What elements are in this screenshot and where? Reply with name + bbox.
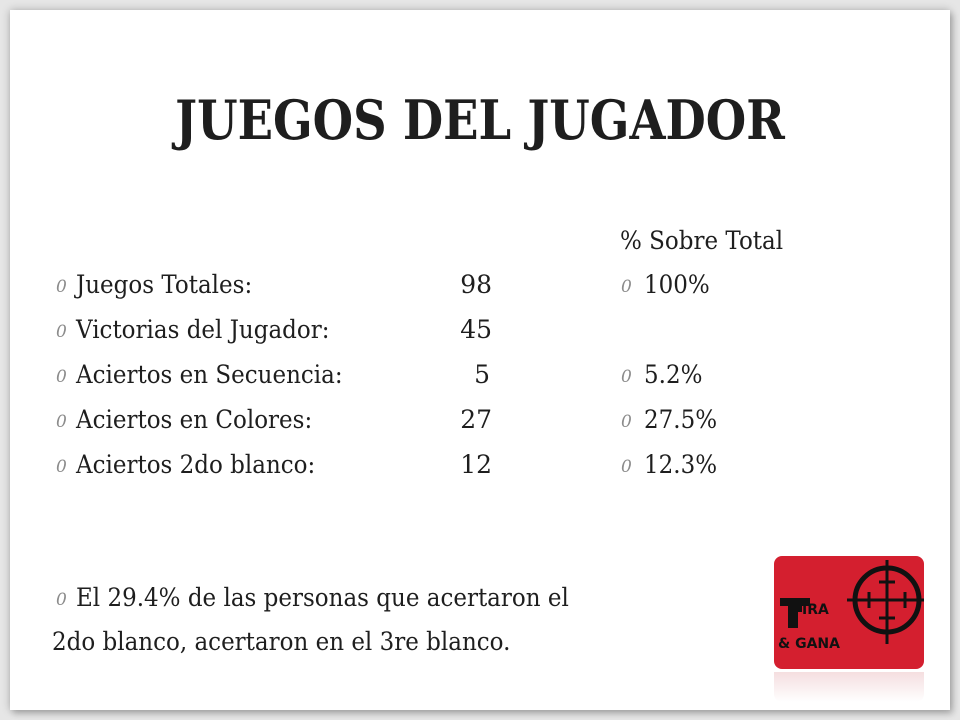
percent-value: 100% xyxy=(644,270,710,299)
bullet-marker: 0 xyxy=(56,590,67,610)
logo-reflection xyxy=(774,672,924,702)
bullet-marker: 0 xyxy=(56,322,67,342)
note-line-1: El 29.4% de las personas que acertaron e… xyxy=(76,583,569,612)
stat-label-aciertos-colores: Aciertos en Colores: xyxy=(76,405,313,434)
tira-gana-logo: IRA & GANA xyxy=(774,556,924,669)
percent-value: 12.3% xyxy=(644,450,718,479)
bullet-marker: 0 xyxy=(621,412,632,432)
bullet-marker: 0 xyxy=(621,367,632,387)
stat-label-juegos-totales: Juegos Totales: xyxy=(76,270,253,299)
bullet-marker: 0 xyxy=(621,277,632,297)
stat-value-juegos-totales: 98 xyxy=(460,270,492,299)
stat-label-aciertos-2do-blanco: Aciertos 2do blanco: xyxy=(76,450,316,479)
logo-text-top: IRA xyxy=(802,602,829,618)
bullet-marker: 0 xyxy=(621,457,632,477)
stat-label-aciertos-secuencia: Aciertos en Secuencia: xyxy=(76,360,343,389)
stat-value-aciertos-2do-blanco: 12 xyxy=(460,450,492,479)
crosshair-icon xyxy=(780,560,924,644)
percent-header: % Sobre Total xyxy=(620,226,784,255)
stat-value-aciertos-secuencia: 5 xyxy=(474,360,490,389)
stat-value-victorias: 45 xyxy=(460,315,492,344)
stat-label-victorias: Victorias del Jugador: xyxy=(76,315,330,344)
bullet-marker: 0 xyxy=(56,367,67,387)
percent-value: 27.5% xyxy=(644,405,718,434)
percent-value: 5.2% xyxy=(644,360,703,389)
bullet-marker: 0 xyxy=(56,412,67,432)
stat-value-aciertos-colores: 27 xyxy=(460,405,492,434)
slide-title: JUEGOS DEL JUGADOR xyxy=(175,88,785,152)
logo-text-bottom: & GANA xyxy=(778,636,840,652)
note-line-2: 2do blanco, acertaron en el 3re blanco. xyxy=(52,627,511,656)
bullet-marker: 0 xyxy=(56,277,67,297)
bullet-marker: 0 xyxy=(56,457,67,477)
